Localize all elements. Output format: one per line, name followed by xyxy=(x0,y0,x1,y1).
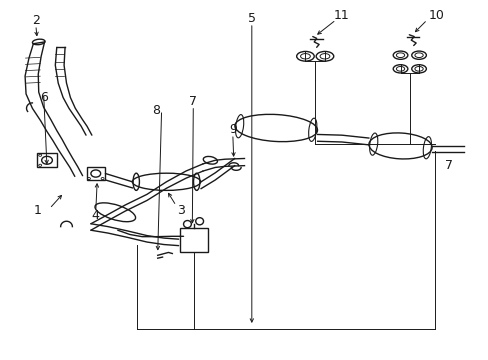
Text: 6: 6 xyxy=(40,91,47,104)
Text: 3: 3 xyxy=(177,204,184,217)
Text: 9: 9 xyxy=(228,123,236,136)
Text: 5: 5 xyxy=(247,12,255,25)
Text: 7: 7 xyxy=(189,95,197,108)
Text: 1: 1 xyxy=(33,204,41,217)
Text: 10: 10 xyxy=(427,9,443,22)
Text: 11: 11 xyxy=(333,9,349,22)
Bar xyxy=(180,228,208,252)
Text: 2: 2 xyxy=(32,14,40,27)
Text: 4: 4 xyxy=(92,210,100,222)
Bar xyxy=(86,167,105,180)
Text: 7: 7 xyxy=(445,159,452,172)
Text: 8: 8 xyxy=(151,104,160,117)
Bar xyxy=(37,153,57,167)
